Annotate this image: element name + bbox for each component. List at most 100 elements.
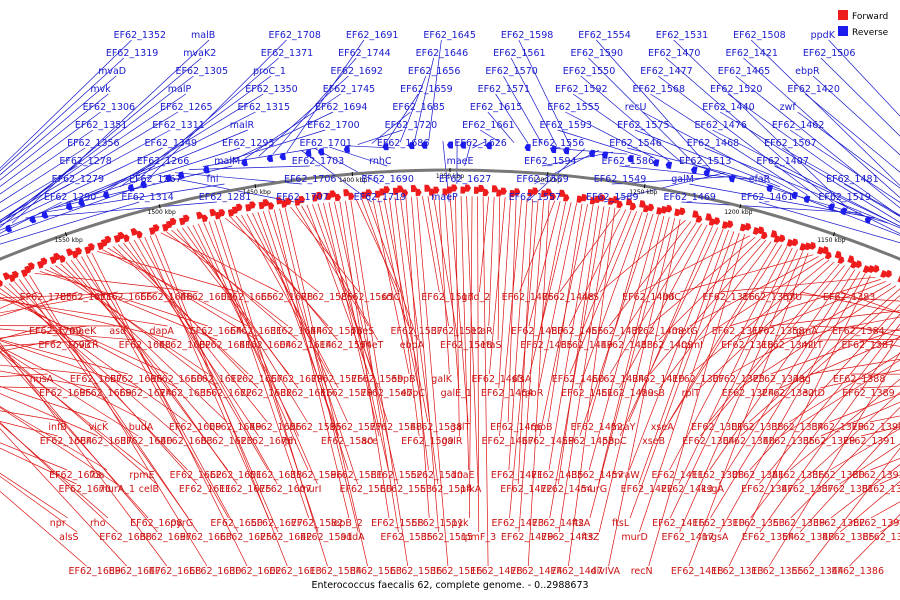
leader-line	[0, 345, 158, 533]
leader-line	[188, 165, 310, 170]
leader-line	[70, 259, 229, 471]
forward-gene	[11, 270, 19, 279]
reverse-gene	[78, 198, 86, 207]
gene-label: EF62_1630	[189, 566, 241, 577]
leader-line	[258, 75, 349, 157]
gene-label: maeE	[447, 156, 474, 167]
gene-label: pheT	[360, 340, 384, 351]
leader-line	[608, 221, 692, 327]
gene-label: EF62_1645	[423, 30, 475, 41]
leader-line	[799, 391, 900, 485]
gene-label: EF62_1435	[531, 470, 583, 481]
forward-gene	[182, 214, 190, 223]
gene-label: EF62_1411	[651, 470, 703, 481]
leader-line	[789, 129, 900, 203]
gene-label: EF62_1409	[641, 340, 693, 351]
leader-line	[565, 111, 656, 159]
forward-gene	[415, 188, 422, 197]
leader-line	[187, 226, 308, 423]
gene-label: EF62_1509	[401, 436, 453, 447]
gene-label: EF62_1578	[310, 326, 362, 337]
gene-label: EF62_1324	[722, 388, 774, 399]
gene-label: EF62_1571	[478, 84, 530, 95]
leader-line	[558, 207, 610, 533]
gene-label: metG	[672, 326, 698, 337]
leader-line	[323, 202, 380, 437]
gene-label: ileS	[582, 292, 599, 303]
gene-label: mvk	[90, 84, 111, 95]
leader-line	[449, 195, 469, 423]
reverse-gene	[728, 174, 736, 183]
gene-label: EF62_1559	[351, 374, 403, 385]
gene-label: EF62_1703	[292, 156, 344, 167]
forward-gene	[500, 187, 507, 195]
reverse-gene	[563, 147, 570, 155]
gene-label: EF62_1295	[222, 138, 274, 149]
gene-label: EF62_1548	[370, 422, 422, 433]
leader-line	[790, 406, 900, 519]
gene-label: EF62_1606	[249, 422, 301, 433]
gene-label: EF62_1555	[547, 102, 599, 113]
gene-label: ftsA	[572, 518, 591, 529]
forward-gene	[576, 195, 583, 203]
leader-line	[557, 129, 642, 157]
gene-label: EF62_1347	[741, 484, 793, 495]
leader-line	[383, 197, 429, 423]
leader-line	[482, 196, 489, 567]
leader-line	[738, 281, 886, 341]
leader-line	[55, 265, 218, 389]
forward-gene	[509, 190, 516, 198]
forward-gene	[65, 248, 73, 257]
gene-label: xseA	[651, 422, 674, 433]
forward-gene	[726, 220, 734, 229]
leader-line	[0, 75, 194, 224]
leader-line	[599, 220, 686, 293]
forward-gene	[589, 197, 597, 205]
forward-gene	[75, 247, 82, 256]
leader-line	[29, 275, 208, 567]
leader-line	[779, 336, 900, 389]
forward-gene	[695, 215, 703, 223]
leader-line	[729, 279, 881, 327]
gene-label: EF62_1646	[416, 48, 468, 59]
gene-label: EF62_1434	[592, 374, 644, 385]
gene-label: EF62_1336	[772, 470, 824, 481]
gene-label: EF62_1508	[733, 30, 785, 41]
gene-label: EF62_1690	[361, 174, 413, 185]
gene-label: EF62_1318	[721, 340, 773, 351]
leader-line	[284, 207, 368, 567]
forward-gene	[872, 264, 880, 273]
leader-line	[0, 111, 101, 187]
leader-line	[0, 351, 149, 519]
forward-gene	[563, 194, 570, 202]
gene-label: EF62_1356	[67, 138, 119, 149]
gene-label: EF62_1465	[718, 66, 770, 77]
reverse-gene	[627, 154, 634, 163]
leader-line	[498, 197, 512, 389]
gene-label: EF62_1513	[679, 156, 731, 167]
leader-line	[469, 196, 473, 519]
leader-line	[0, 325, 128, 327]
gene-label: ftsL	[612, 518, 630, 529]
leader-line	[669, 249, 798, 519]
gene-label: divIVA	[591, 566, 621, 577]
reverse-gene	[41, 210, 49, 219]
gene-label: EF62_1580	[321, 436, 373, 447]
gene-label: EF62_1666	[100, 292, 152, 303]
reverse-gene	[29, 215, 37, 224]
leader-line	[241, 214, 330, 375]
forward-gene	[433, 186, 440, 194]
forward-gene	[760, 231, 768, 240]
leader-line	[112, 246, 249, 375]
leader-line	[0, 393, 99, 437]
gene-label: maeP	[431, 192, 458, 203]
gene-label: EF62_1693	[38, 340, 90, 351]
gene-label: EF62_1442	[532, 518, 584, 529]
tick-label: 1150 kbp	[817, 237, 845, 244]
leader-line	[781, 147, 900, 216]
leader-line	[850, 373, 900, 375]
leader-line	[580, 75, 684, 164]
leader-line	[428, 39, 442, 142]
gene-label: EF62_1642	[260, 532, 312, 543]
gene-label: EF62_1538	[410, 422, 462, 433]
